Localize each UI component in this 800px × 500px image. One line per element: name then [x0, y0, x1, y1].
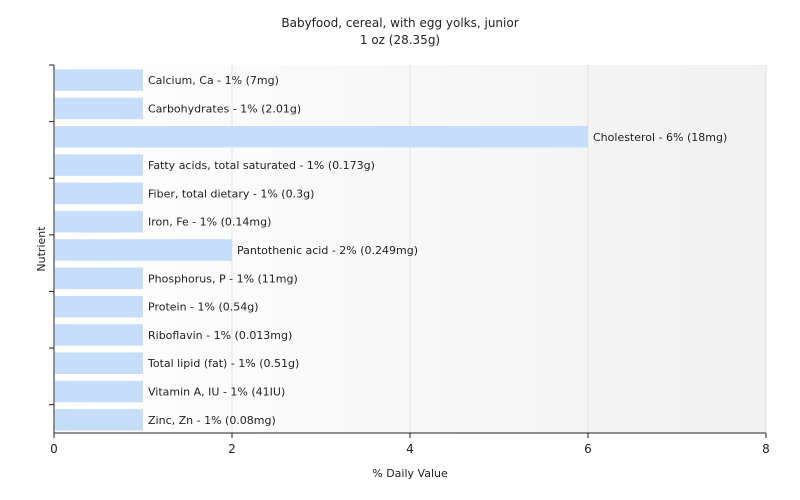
bar-label: Total lipid (fat) - 1% (0.51g) [147, 357, 299, 370]
bar [55, 210, 143, 233]
bar-label: Calcium, Ca - 1% (7mg) [148, 74, 279, 87]
bar-label: Zinc, Zn - 1% (0.08mg) [148, 414, 276, 427]
bar [55, 295, 143, 318]
bar-label: Vitamin A, IU - 1% (41IU) [148, 386, 285, 399]
x-axis-title: % Daily Value [372, 467, 448, 480]
bar [55, 126, 588, 148]
bar-label: Iron, Fe - 1% (0.14mg) [148, 216, 271, 229]
bar [55, 69, 143, 91]
bar-label: Riboflavin - 1% (0.013mg) [148, 329, 292, 342]
x-tick-label: 8 [762, 442, 770, 456]
x-tick-label: 0 [50, 442, 58, 456]
bar-label: Fiber, total dietary - 1% (0.3g) [148, 187, 314, 200]
bar [55, 409, 143, 431]
y-axis-title: Nutrient [35, 226, 48, 272]
bar [55, 380, 143, 403]
chart-subtitle: 1 oz (28.35g) [360, 33, 440, 47]
bar [55, 267, 143, 290]
bar-label: Pantothenic acid - 2% (0.249mg) [237, 244, 418, 257]
bar [55, 352, 143, 374]
bar-label: Cholesterol - 6% (18mg) [593, 131, 727, 144]
bars: Calcium, Ca - 1% (7mg) Carbohydrates - 1%… [55, 69, 727, 431]
chart-title: Babyfood, cereal, with egg yolks, junior [281, 16, 518, 30]
bar-label: Carbohydrates - 1% (2.01g) [148, 102, 301, 115]
axes: 0 2 4 6 8 [49, 64, 770, 456]
bar [55, 239, 232, 261]
x-tick-label: 6 [584, 442, 592, 456]
bar [55, 97, 143, 120]
x-tick-label: 2 [228, 442, 236, 456]
bar-label: Fatty acids, total saturated - 1% (0.173… [148, 159, 375, 172]
bar [55, 182, 143, 205]
x-tick-label: 4 [406, 442, 414, 456]
bar-label: Phosphorus, P - 1% (11mg) [148, 272, 298, 285]
bar [55, 324, 143, 346]
bar-label: Protein - 1% (0.54g) [148, 301, 259, 314]
bar [55, 154, 143, 176]
